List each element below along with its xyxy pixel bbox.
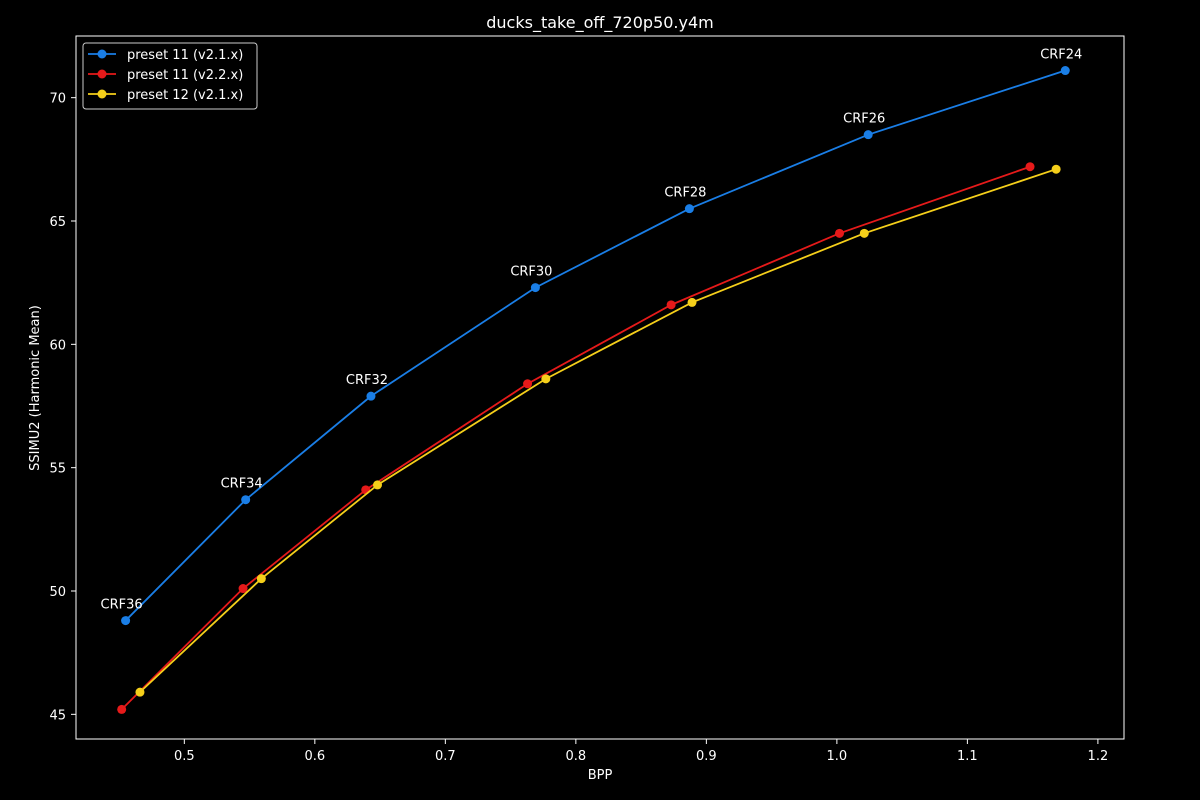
- y-axis: 45 50 55 60 65 70: [49, 92, 76, 723]
- legend-marker: [97, 89, 107, 99]
- data-point: [530, 283, 540, 293]
- data-point: [859, 228, 869, 238]
- data-point: [256, 574, 266, 584]
- x-tick-label: 0.8: [566, 749, 587, 764]
- series-layer: [117, 66, 1070, 714]
- legend-marker: [97, 69, 107, 79]
- x-tick-label: 0.6: [304, 749, 325, 764]
- data-point: [1025, 162, 1035, 172]
- data-point: [372, 480, 382, 490]
- data-point: [241, 495, 251, 505]
- x-tick-label: 1.2: [1088, 749, 1109, 764]
- data-point: [121, 616, 131, 626]
- x-tick-label: 1.1: [957, 749, 978, 764]
- y-tick-label: 45: [49, 708, 66, 723]
- crf-annotation: CRF24: [1040, 48, 1082, 63]
- y-tick-label: 50: [49, 585, 66, 600]
- data-point: [523, 379, 533, 389]
- data-point: [834, 228, 844, 238]
- data-point: [238, 584, 248, 594]
- data-point: [1051, 164, 1061, 174]
- data-point: [135, 687, 145, 697]
- annotation-layer: CRF36 CRF34 CRF32 CRF30 CRF28 CRF26 CRF24: [101, 48, 1083, 613]
- data-point: [1060, 66, 1070, 76]
- data-point: [117, 704, 127, 714]
- legend-item: preset 12 (v2.1.x): [88, 88, 243, 103]
- x-tick-label: 0.9: [696, 749, 717, 764]
- legend: preset 11 (v2.1.x) preset 11 (v2.2.x) pres…: [82, 42, 258, 110]
- crf-annotation: CRF34: [221, 477, 263, 492]
- data-point: [666, 300, 676, 310]
- legend-item: preset 11 (v2.2.x): [88, 68, 243, 83]
- x-tick-label: 0.5: [174, 749, 195, 764]
- crf-annotation: CRF32: [346, 373, 388, 388]
- y-tick-label: 55: [49, 462, 66, 477]
- legend-label: preset 11 (v2.2.x): [127, 68, 243, 83]
- x-axis-label: BPP: [588, 768, 613, 783]
- x-tick-label: 1.0: [827, 749, 848, 764]
- y-axis-label: SSIMU2 (Harmonic Mean): [28, 305, 43, 471]
- legend-label: preset 12 (v2.1.x): [127, 88, 243, 103]
- series-3: [135, 164, 1061, 697]
- series-1: [121, 66, 1070, 626]
- data-point: [684, 204, 694, 214]
- data-point: [863, 130, 873, 140]
- x-axis: 0.5 0.6 0.7 0.8 0.9 1.0 1.1 1.2: [174, 739, 1108, 764]
- legend-box: [82, 42, 258, 110]
- legend-item: preset 11 (v2.1.x): [88, 48, 243, 63]
- y-tick-label: 65: [49, 215, 66, 230]
- data-point: [687, 297, 697, 307]
- chart-title: ducks_take_off_720p50.y4m: [486, 13, 714, 33]
- crf-annotation: CRF30: [510, 265, 552, 280]
- y-tick-label: 70: [49, 92, 66, 107]
- crf-annotation: CRF28: [664, 186, 706, 201]
- crf-annotation: CRF26: [843, 112, 885, 127]
- plot-frame: [75, 35, 1125, 740]
- x-tick-label: 0.7: [435, 749, 456, 764]
- data-point: [366, 391, 376, 401]
- y-tick-label: 60: [49, 338, 66, 353]
- legend-label: preset 11 (v2.1.x): [127, 48, 243, 63]
- crf-annotation: CRF36: [101, 598, 143, 613]
- series-2: [117, 162, 1035, 714]
- legend-marker: [97, 49, 107, 59]
- data-point: [541, 374, 551, 384]
